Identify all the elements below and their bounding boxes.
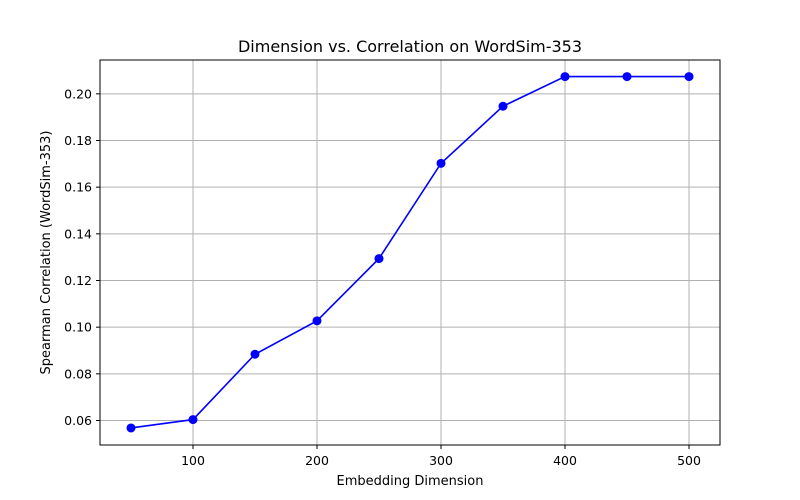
y-tick-label: 0.10 — [64, 320, 92, 335]
plot-frame — [99, 59, 721, 446]
data-point — [436, 158, 446, 168]
y-tick-label: 0.14 — [64, 226, 92, 241]
data-point — [374, 254, 384, 264]
y-tick-label: 0.18 — [64, 133, 92, 148]
x-axis-ticks: 100 200 300 400 500 — [181, 445, 701, 468]
y-tick-label: 0.12 — [64, 273, 92, 288]
x-axis-label: Embedding Dimension — [337, 474, 484, 489]
y-tick-label: 0.16 — [64, 180, 92, 195]
y-axis-label: Spearman Correlation (WordSim-353) — [39, 131, 54, 375]
data-point — [188, 415, 198, 425]
data-point — [250, 349, 260, 359]
data-point — [622, 72, 632, 82]
series-layer — [126, 72, 694, 433]
y-tick-label: 0.08 — [64, 366, 92, 381]
series-line — [130, 75, 689, 429]
x-tick-label: 100 — [181, 453, 205, 468]
data-point — [312, 316, 322, 326]
x-tick-label: 300 — [429, 453, 453, 468]
data-point — [498, 101, 508, 111]
data-point — [126, 423, 136, 433]
x-tick-label: 500 — [677, 453, 701, 468]
y-tick-label: 0.06 — [64, 413, 92, 428]
x-tick-label: 400 — [553, 453, 577, 468]
grid-lines — [100, 60, 720, 445]
chart-title: Dimension vs. Correlation on WordSim-353 — [238, 37, 582, 56]
data-point — [560, 72, 570, 82]
y-tick-label: 0.20 — [64, 86, 92, 101]
y-axis-ticks: 0.06 0.08 0.10 0.12 0.14 0.16 0.18 0.20 — [64, 86, 100, 428]
x-tick-label: 200 — [305, 453, 329, 468]
data-point — [684, 72, 694, 82]
